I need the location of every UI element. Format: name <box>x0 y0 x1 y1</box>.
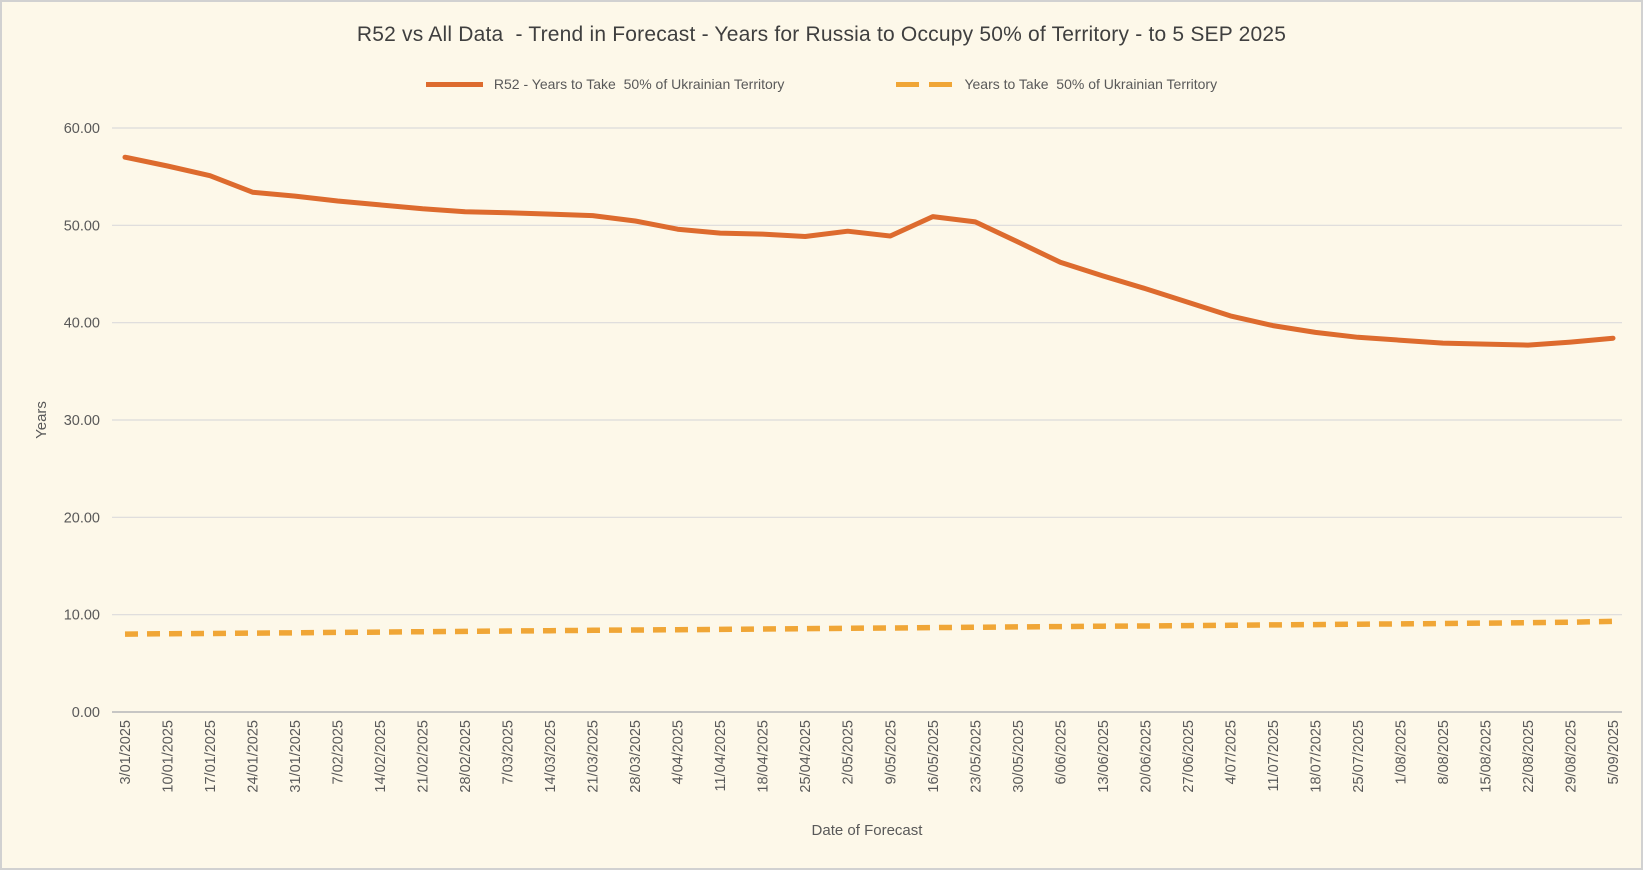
x-tick-label: 31/01/2025 <box>288 720 304 793</box>
x-tick-label: 14/02/2025 <box>373 720 389 793</box>
chart-title: R52 vs All Data - Trend in Forecast - Ye… <box>356 23 1287 46</box>
x-axis-tick-labels: 3/01/2025 10/01/2025 17/01/2025 24/01/2025 3… <box>118 720 1622 793</box>
legend-swatch-r52-solid-line <box>425 81 483 87</box>
x-tick-label: 5/09/2025 <box>1606 720 1622 785</box>
series-lines <box>122 154 1616 637</box>
x-tick-label: 11/07/2025 <box>1266 720 1282 792</box>
x-tick-label: 11/04/2025 <box>713 720 729 792</box>
legend-swatch-all-data-dashed-line <box>896 81 954 87</box>
x-tick-label: 3/01/2025 <box>118 720 134 785</box>
x-tick-label: 14/03/2025 <box>543 720 559 793</box>
x-tick-label: 17/01/2025 <box>203 720 219 793</box>
x-tick-label: 4/04/2025 <box>671 720 687 785</box>
x-tick-label: 7/03/2025 <box>501 720 517 785</box>
x-tick-label: 27/06/2025 <box>1181 720 1197 793</box>
x-tick-label: 21/02/2025 <box>416 720 432 793</box>
y-axis-tick-labels: 60.00 50.00 40.00 30.00 20.00 10.00 0.00 <box>64 121 100 721</box>
x-tick-label: 16/05/2025 <box>926 720 942 793</box>
legend-label-all-data: Years to Take 50% of Ukrainian Territory <box>964 76 1218 92</box>
y-tick-label: 30.00 <box>64 413 100 429</box>
x-tick-label: 8/08/2025 <box>1436 720 1452 785</box>
y-tick-label: 10.00 <box>64 608 100 624</box>
y-tick-label: 50.00 <box>64 218 100 234</box>
x-tick-label: 10/01/2025 <box>161 720 177 793</box>
legend-item-all-data[interactable]: Years to Take 50% of Ukrainian Territory <box>896 76 1217 92</box>
x-tick-label: 25/04/2025 <box>798 720 814 793</box>
x-tick-label: 25/07/2025 <box>1351 720 1367 793</box>
y-tick-label: 60.00 <box>64 121 100 137</box>
series-line-r52[interactable] <box>122 154 1616 348</box>
x-tick-label: 29/08/2025 <box>1563 720 1579 793</box>
x-tick-label: 28/02/2025 <box>458 720 474 793</box>
x-tick-label: 6/06/2025 <box>1053 720 1069 785</box>
x-tick-label: 30/05/2025 <box>1011 720 1027 793</box>
x-tick-label: 7/02/2025 <box>331 720 347 785</box>
chart-legend: R52 - Years to Take 50% of Ukrainian Ter… <box>2 76 1641 92</box>
x-tick-label: 20/06/2025 <box>1138 720 1154 793</box>
y-tick-label: 20.00 <box>64 510 100 526</box>
legend-label-r52: R52 - Years to Take 50% of Ukrainian Ter… <box>493 76 785 92</box>
y-axis-title: Years <box>33 401 50 439</box>
legend-item-r52[interactable]: R52 - Years to Take 50% of Ukrainian Ter… <box>425 76 785 92</box>
x-tick-label: 4/07/2025 <box>1223 720 1239 785</box>
x-tick-label: 24/01/2025 <box>246 720 262 793</box>
y-tick-label: 0.00 <box>72 705 100 721</box>
x-tick-label: 18/07/2025 <box>1308 720 1324 793</box>
x-tick-label: 1/08/2025 <box>1393 720 1409 785</box>
y-tick-label: 40.00 <box>64 316 100 332</box>
x-tick-label: 15/08/2025 <box>1478 720 1494 793</box>
x-tick-label: 2/05/2025 <box>841 720 857 785</box>
x-tick-label: 18/04/2025 <box>756 720 772 793</box>
gridlines <box>112 127 1622 713</box>
series-line-all-data[interactable] <box>124 618 1614 637</box>
x-tick-label: 21/03/2025 <box>586 720 602 793</box>
x-axis-title: Date of Forecast <box>812 822 924 839</box>
x-tick-label: 23/05/2025 <box>968 720 984 793</box>
x-tick-label: 9/05/2025 <box>883 720 899 785</box>
x-tick-label: 13/06/2025 <box>1096 720 1112 793</box>
x-tick-label: 28/03/2025 <box>628 720 644 793</box>
x-tick-label: 22/08/2025 <box>1521 720 1537 793</box>
